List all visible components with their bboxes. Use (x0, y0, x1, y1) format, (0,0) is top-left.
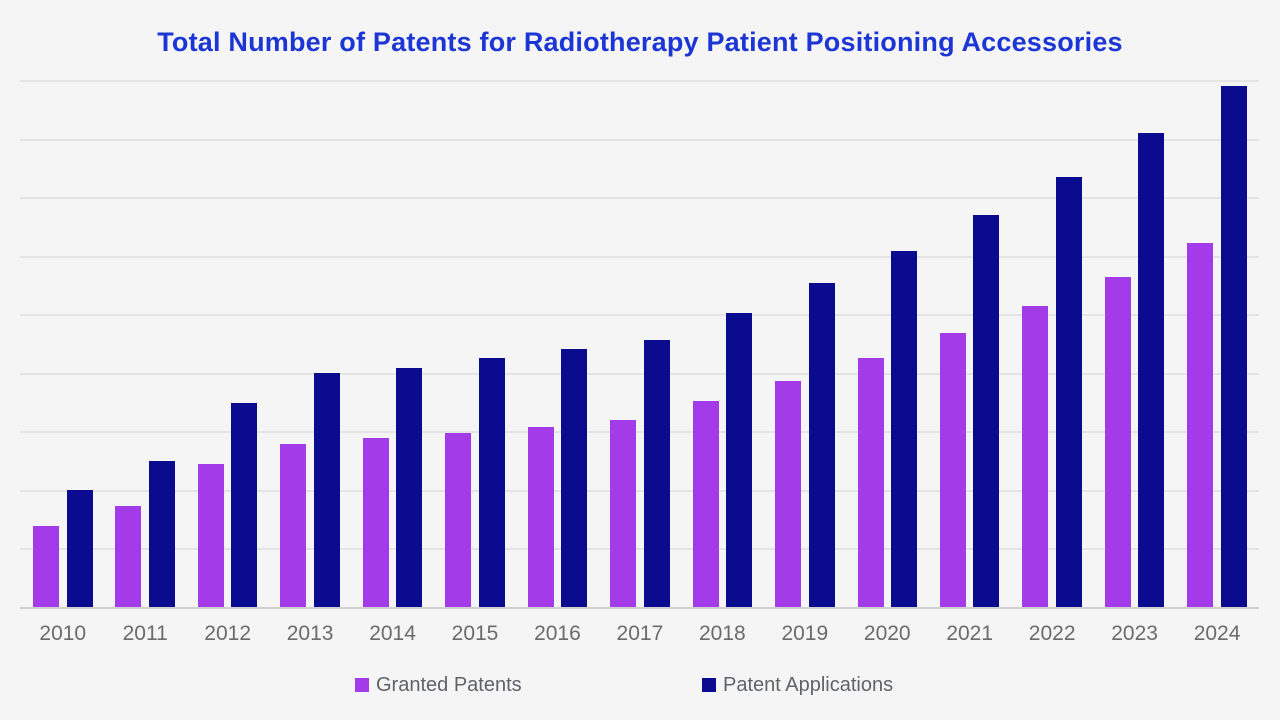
bar-patent-applications-2024[interactable] (1220, 85, 1247, 607)
x-label-2022: 2022 (1028, 622, 1076, 645)
bar-patent-applications-2021[interactable] (973, 214, 1000, 607)
bar-patent-applications-2011[interactable] (148, 460, 175, 607)
x-label-2014: 2014 (369, 622, 416, 645)
gridline (20, 314, 1259, 317)
gridline (20, 489, 1259, 492)
chart-legend: Granted Patents Patent Applications (0, 674, 1280, 696)
bar-patent-applications-2013[interactable] (313, 372, 340, 607)
x-label-2017: 2017 (616, 622, 664, 645)
bar-patent-applications-2019[interactable] (808, 282, 835, 607)
bar-granted-patents-2023[interactable] (1104, 276, 1131, 607)
legend-swatch-icon (355, 678, 369, 692)
x-axis-line (20, 607, 1259, 609)
bar-patent-applications-2020[interactable] (891, 250, 917, 607)
legend-label: Patent Applications (723, 673, 894, 696)
bar-granted-patents-2016[interactable] (527, 426, 554, 607)
legend-swatch-icon (702, 678, 716, 692)
bar-granted-patents-2018[interactable] (692, 400, 719, 607)
legend-item-patent-applications[interactable]: Patent Applications (702, 674, 893, 696)
bar-granted-patents-2020[interactable] (857, 357, 884, 607)
x-label-2010: 2010 (39, 622, 87, 645)
x-label-2023: 2023 (1111, 622, 1158, 645)
gridline (20, 372, 1259, 375)
gridline (20, 138, 1259, 141)
x-label-2020: 2020 (863, 622, 911, 645)
bar-patent-applications-2015[interactable] (478, 357, 505, 607)
bar-patent-applications-2022[interactable] (1055, 177, 1082, 607)
bar-granted-patents-2012[interactable] (197, 464, 224, 607)
x-label-2021: 2021 (946, 622, 994, 645)
x-label-2016: 2016 (534, 622, 581, 645)
x-label-2012: 2012 (204, 622, 251, 645)
bar-granted-patents-2021[interactable] (939, 332, 966, 607)
bar-patent-applications-2023[interactable] (1138, 132, 1165, 607)
gridline (20, 80, 1259, 82)
x-label-2015: 2015 (451, 622, 499, 645)
bar-granted-patents-2017[interactable] (610, 419, 637, 607)
bar-patent-applications-2016[interactable] (561, 349, 588, 607)
bar-granted-patents-2024[interactable] (1187, 242, 1214, 607)
gridline (20, 431, 1259, 434)
bar-patent-applications-2012[interactable] (231, 403, 258, 607)
x-label-2018: 2018 (698, 622, 746, 645)
bar-granted-patents-2022[interactable] (1022, 306, 1049, 607)
gridline (20, 197, 1259, 200)
x-label-2013: 2013 (286, 622, 334, 645)
bar-patent-applications-2014[interactable] (396, 368, 423, 607)
chart-plot-area: 2010 2011 2012 2013 2014 2015 2016 2017 2018 2019… (20, 80, 1259, 645)
x-label-2024: 2024 (1193, 622, 1241, 645)
x-label-2011: 2011 (122, 622, 168, 645)
gridline (20, 548, 1259, 551)
bar-granted-patents-2014[interactable] (362, 438, 389, 607)
gridline (20, 255, 1259, 258)
bar-granted-patents-2010[interactable] (33, 526, 59, 607)
bar-granted-patents-2013[interactable] (280, 444, 307, 607)
x-label-2019: 2019 (781, 622, 829, 645)
legend-label: Granted Patents (376, 673, 522, 696)
bar-granted-patents-2015[interactable] (445, 432, 472, 607)
legend-item-granted-patents[interactable]: Granted Patents (355, 674, 522, 696)
bar-granted-patents-2011[interactable] (115, 506, 142, 607)
bar-granted-patents-2019[interactable] (775, 380, 802, 607)
bar-patent-applications-2018[interactable] (726, 313, 753, 607)
bar-patent-applications-2010[interactable] (66, 489, 93, 607)
page-title: Total Number of Patents for Radiotherapy… (157, 27, 1123, 57)
bar-patent-applications-2017[interactable] (643, 340, 670, 607)
